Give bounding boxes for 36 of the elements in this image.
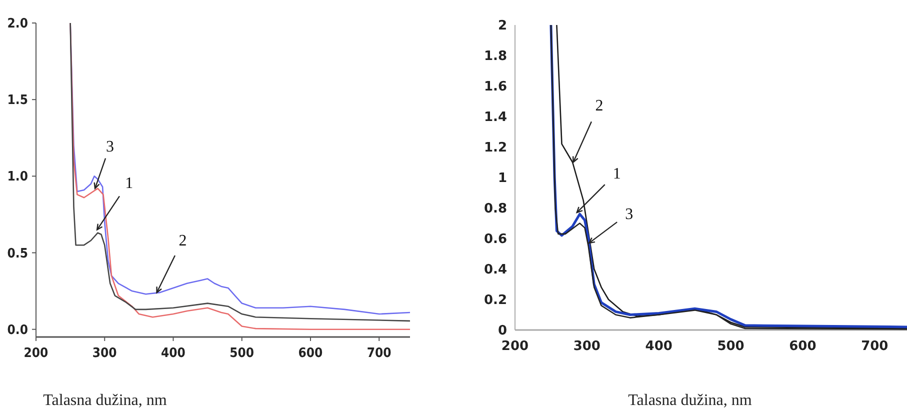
y-tick-label: 0.0 [7, 322, 28, 338]
x-tick-label: 600 [298, 346, 323, 361]
y-tick-label: 0.5 [7, 246, 28, 262]
y-tick-label: 1.5 [7, 93, 28, 108]
x-tick-label: 200 [24, 346, 48, 361]
x-tick-label: 400 [645, 339, 672, 354]
y-tick-label: 0.8 [484, 202, 507, 216]
y-tick-label: 2 [498, 18, 507, 34]
x-tick-label: 600 [789, 339, 816, 354]
y-tick-label: 0 [498, 324, 507, 338]
annotation: 2 [595, 97, 604, 114]
x-tick-label: 200 [501, 339, 529, 354]
x-tick-label: 500 [230, 346, 254, 361]
y-tick-label: 1.8 [484, 49, 507, 64]
y-tick-label: 0.6 [484, 232, 507, 247]
y-tick-label: 1.2 [484, 140, 507, 156]
y-tick-label: 0.2 [484, 293, 507, 308]
y-tick-label: 1.0 [7, 170, 28, 185]
y-tick-label: 2.0 [7, 16, 28, 32]
annotation: 2 [178, 232, 187, 250]
x-tick-label: 700 [366, 346, 392, 361]
y-tick-label: 0.4 [484, 262, 507, 278]
x-axis-title: Talasna dužina, nm [43, 392, 168, 409]
y-tick-label: 1.4 [484, 110, 507, 125]
x-tick-label: 300 [573, 339, 600, 354]
x-tick-label: 500 [717, 339, 744, 354]
annotation: 1 [125, 174, 134, 192]
x-tick-label: 700 [861, 339, 888, 354]
x-tick-label: 400 [161, 346, 186, 361]
y-tick-label: 1 [498, 171, 507, 186]
annotation: 3 [106, 138, 114, 156]
annotation: 3 [625, 206, 634, 224]
x-tick-label: 300 [92, 346, 117, 361]
x-axis-title: Talasna dužina, nm [628, 392, 752, 409]
y-tick-label: 1.6 [484, 80, 507, 94]
annotation: 1 [612, 166, 621, 183]
